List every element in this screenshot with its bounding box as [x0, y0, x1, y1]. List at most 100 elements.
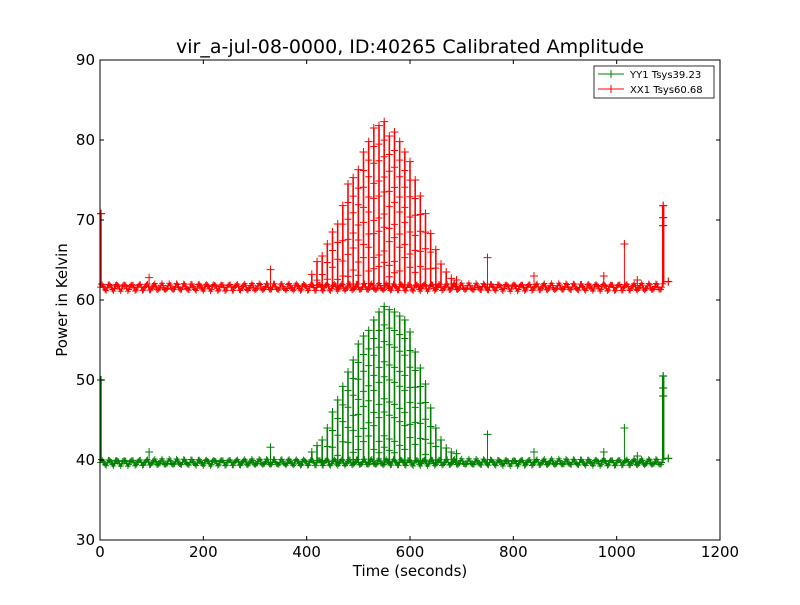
series-1-peak-markers-8 [349, 173, 358, 274]
series-1-spike-marker-4 [599, 272, 608, 280]
y-tick-label-2: 50 [76, 371, 95, 389]
series-0-peak-markers-21 [416, 364, 425, 442]
x-tick-label-5: 1000 [598, 543, 636, 561]
series-0-peak-markers-26 [442, 444, 451, 452]
series-0-spike-marker-4 [599, 448, 608, 456]
x-tick-label-1: 200 [189, 543, 218, 561]
series-0-peak-markers-19 [406, 328, 414, 442]
series-1-peak-markers-16 [390, 128, 399, 277]
legend-marker-xx1-icon [607, 85, 615, 93]
series-1-spike-marker-0 [145, 273, 154, 282]
series-1-spike-marker-5 [620, 240, 629, 248]
series-1-peak-markers-26 [442, 268, 451, 276]
y-tick-label-6: 90 [76, 51, 95, 69]
plot-series-group [97, 117, 673, 469]
series-1-peak-markers-24 [431, 245, 440, 272]
series-1-edge-markers [97, 201, 673, 286]
series-0-peak-markers-27 [447, 448, 456, 456]
series-0-peak-markers-20 [411, 348, 420, 448]
series-0-peak-markers-18 [400, 316, 409, 453]
series-1-peak-markers-6 [338, 201, 347, 280]
series-0-peak-markers-3 [323, 424, 332, 450]
legend-box [593, 65, 715, 99]
series-0-peak-markers-13 [375, 308, 383, 457]
legend-marker-yy1-icon [607, 70, 615, 78]
series-0-peak-markers-10 [359, 332, 368, 446]
series-0-peak-markers-24 [431, 424, 440, 450]
series-1-peak-markers-18 [400, 148, 409, 262]
y-tick-label-3: 60 [76, 291, 95, 309]
legend: YY1 Tsys39.23 XX1 Tsys60.68 [593, 65, 715, 99]
axis-ticks-group: 0 200 400 600 800 1000 1200 30 40 50 60 70 80 90 [76, 51, 739, 561]
series-1-peak-markers-4 [328, 228, 337, 271]
series-1-peak-markers-27 [447, 274, 456, 283]
x-tick-label-3: 600 [396, 543, 425, 561]
series-0-peak-markers-17 [395, 312, 404, 449]
series-0-spike-marker-3 [530, 448, 538, 456]
chart-title: vir_a-jul-08-0000, ID:40265 Calibrated A… [176, 36, 644, 58]
series-0-peak-markers-1 [313, 441, 321, 450]
series-1-peak-markers-17 [395, 137, 404, 275]
series-1-peak-markers-28 [452, 276, 461, 284]
series-0-spike-marker-2 [483, 430, 492, 439]
x-tick-label-6: 1200 [701, 543, 739, 561]
x-tick-label-4: 800 [499, 543, 528, 561]
x-axis-label: Time (seconds) [352, 562, 468, 580]
series-1-peak-markers-22 [421, 209, 430, 273]
series-0-peak-markers-12 [369, 316, 378, 453]
series-1-spike-marker-6 [633, 276, 642, 284]
y-tick-label-1: 40 [76, 451, 95, 469]
series-0-peak-markers-0 [307, 448, 316, 456]
series-0-peak-markers-4 [328, 408, 337, 451]
series-1-spike-marker-2 [483, 253, 492, 262]
series-1-peak-markers-2 [318, 252, 327, 278]
x-tick-label-2: 400 [292, 543, 321, 561]
series-0-spike-marker-0 [145, 448, 154, 456]
series-1-peak-markers-3 [323, 240, 332, 283]
series-0-peak-markers-7 [344, 368, 352, 446]
series-0-peak-markers-25 [437, 436, 445, 444]
series-1-peak-markers-7 [344, 180, 352, 280]
series-0-peak-markers-8 [349, 356, 358, 456]
series-0-peak-markers-16 [390, 308, 399, 457]
series-1-peak-markers-14 [380, 117, 389, 266]
series-0-peak-markers-6 [338, 382, 347, 446]
series-0-peak-markers-23 [426, 404, 435, 447]
series-1-peak-markers-13 [375, 121, 383, 270]
series-0 [97, 302, 673, 469]
series-0-spike-marker-1 [266, 443, 275, 452]
series-1-peak-markers-11 [364, 137, 373, 275]
series-1-peak-markers-0 [307, 270, 316, 279]
series-1-spike-marker-1 [266, 265, 275, 274]
legend-label-yy1: YY1 Tsys39.23 [629, 70, 701, 81]
series-1 [97, 117, 673, 295]
series-1-peak-markers-5 [333, 220, 342, 283]
series-1-peak-markers-20 [411, 176, 420, 276]
y-tick-label-0: 30 [76, 531, 95, 549]
y-tick-label-4: 70 [76, 211, 95, 229]
y-tick-label-5: 80 [76, 131, 95, 149]
legend-label-xx1: XX1 Tsys60.68 [630, 85, 703, 96]
series-0-peak-markers-14 [380, 302, 389, 451]
series-0-peak-markers-11 [364, 326, 373, 440]
series-0-peak-markers-22 [421, 380, 430, 458]
series-1-peak-markers-19 [406, 157, 414, 271]
series-1-peak-markers-25 [437, 260, 445, 268]
series-0-peak-markers-9 [354, 340, 363, 454]
series-1-peak-markers-21 [416, 192, 425, 270]
x-tick-label-0: 0 [95, 543, 105, 561]
series-1-peak-markers-23 [426, 229, 435, 273]
series-1-spike-marker-3 [530, 272, 538, 280]
series-1-peak-markers-1 [313, 257, 321, 284]
series-1-peak-markers-10 [359, 148, 368, 262]
series-1-peak-markers-12 [369, 124, 378, 273]
series-0-spike-marker-6 [633, 452, 642, 460]
series-0-peak-markers-15 [385, 305, 394, 454]
series-0-peak-markers-5 [333, 396, 342, 459]
series-1-peak-markers-9 [354, 165, 363, 279]
series-0-spike-marker-5 [620, 424, 629, 432]
series-0-peak-markers-28 [452, 449, 461, 458]
